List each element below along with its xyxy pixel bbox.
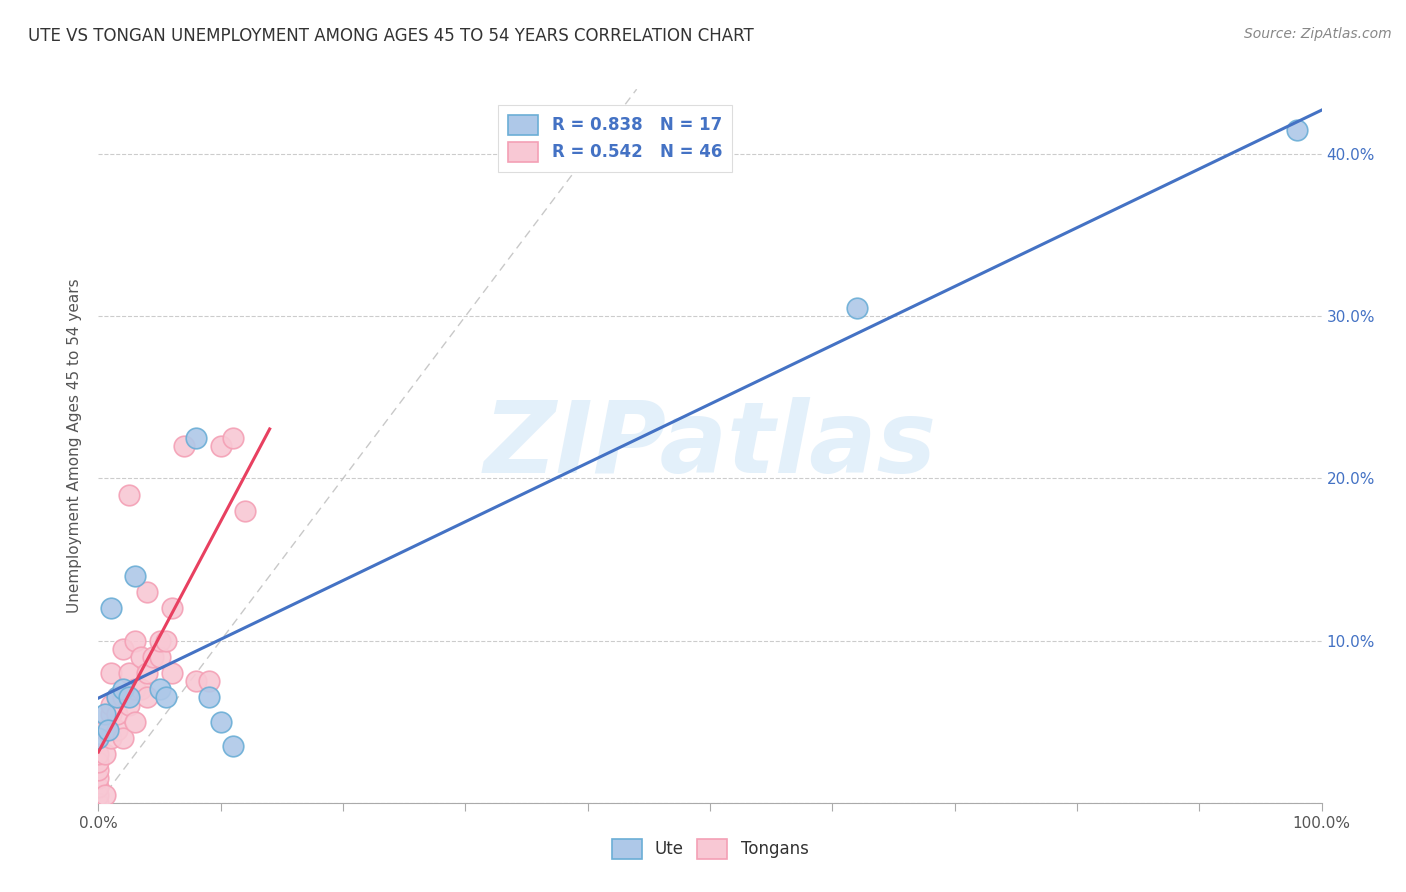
Point <box>124 714 146 729</box>
Point <box>186 431 208 445</box>
Point <box>105 723 128 737</box>
Point <box>129 682 152 697</box>
Point <box>136 690 159 705</box>
Point <box>155 633 177 648</box>
Point <box>87 756 110 770</box>
Point <box>100 698 122 713</box>
Point <box>87 772 110 786</box>
Point <box>124 633 146 648</box>
Point <box>173 439 195 453</box>
Point <box>100 666 122 681</box>
Point <box>105 706 128 721</box>
Point <box>87 747 110 761</box>
Point <box>87 788 110 802</box>
Point <box>105 690 128 705</box>
Point <box>111 690 134 705</box>
Point <box>87 780 110 794</box>
Point <box>124 682 146 697</box>
Point <box>97 723 120 737</box>
Point <box>149 682 172 697</box>
Point <box>118 698 141 713</box>
Point <box>1286 122 1309 136</box>
Point <box>93 747 115 761</box>
Point <box>222 739 245 753</box>
Point <box>124 568 146 582</box>
Point <box>111 731 134 745</box>
Text: UTE VS TONGAN UNEMPLOYMENT AMONG AGES 45 TO 54 YEARS CORRELATION CHART: UTE VS TONGAN UNEMPLOYMENT AMONG AGES 45… <box>28 27 754 45</box>
Point <box>100 601 122 615</box>
Point <box>105 690 128 705</box>
Point <box>222 431 245 445</box>
Point <box>118 690 141 705</box>
Point <box>186 674 208 689</box>
Point <box>233 504 256 518</box>
Y-axis label: Unemployment Among Ages 45 to 54 years: Unemployment Among Ages 45 to 54 years <box>67 278 83 614</box>
Point <box>197 690 219 705</box>
Point <box>136 585 159 599</box>
Point <box>111 682 134 697</box>
Point <box>149 649 172 664</box>
Point <box>87 764 110 778</box>
Text: Source: ZipAtlas.com: Source: ZipAtlas.com <box>1244 27 1392 41</box>
Point <box>118 488 141 502</box>
Point <box>155 690 177 705</box>
Point <box>111 641 134 656</box>
Point <box>93 706 115 721</box>
Point <box>129 649 152 664</box>
Point <box>136 666 159 681</box>
Point <box>100 731 122 745</box>
Text: ZIPatlas: ZIPatlas <box>484 398 936 494</box>
Point <box>93 723 115 737</box>
Point <box>209 439 232 453</box>
Point <box>142 649 165 664</box>
Point <box>118 666 141 681</box>
Point <box>149 633 172 648</box>
Point <box>87 731 110 745</box>
Point <box>845 301 868 315</box>
Point <box>209 714 232 729</box>
Point <box>93 788 115 802</box>
Point <box>100 706 122 721</box>
Point <box>160 666 183 681</box>
Point <box>87 796 110 810</box>
Point <box>197 674 219 689</box>
Legend: Ute, Tongans: Ute, Tongans <box>605 832 815 866</box>
Point <box>160 601 183 615</box>
